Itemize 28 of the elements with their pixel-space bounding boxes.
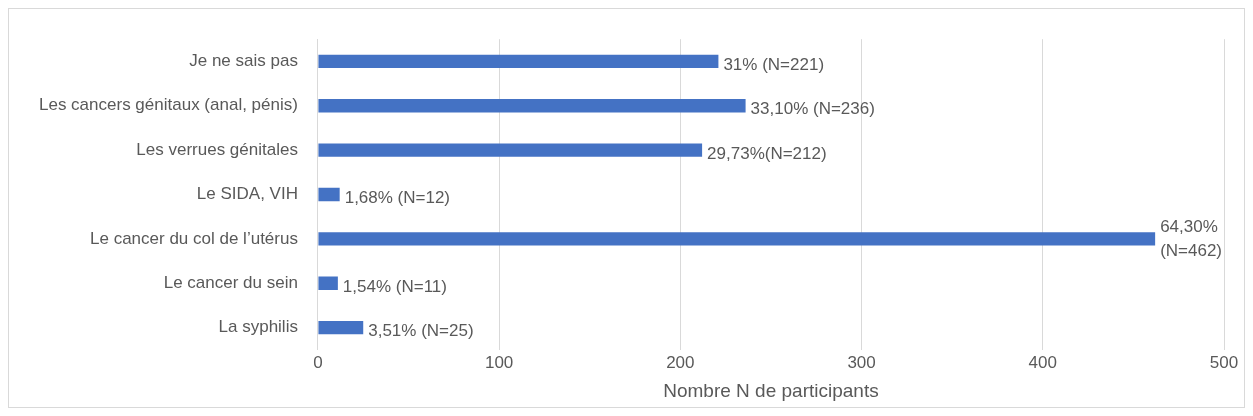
data-label: 64,30% (N=462) [1160,216,1223,260]
data-label: 3,51% (N=25) [368,321,474,341]
x-tick-label: 500 [1209,352,1239,372]
bar [318,320,364,335]
bar [318,187,340,202]
y-tick-label: Je ne sais pas [189,51,298,71]
bar [318,54,719,69]
y-tick-label: Le cancer du col de l’utérus [90,228,298,248]
y-tick-label: La syphilis [218,317,298,337]
x-tick-label: 100 [484,352,514,372]
data-label: 29,73%(N=212) [707,143,827,163]
data-label: 1,54% (N=11) [342,276,447,296]
x-tick-label: 400 [1028,352,1057,372]
bar [318,232,1156,246]
x-tick-label: 300 [847,352,876,372]
data-label: 1,68% (N=12) [344,188,451,208]
bar [318,276,338,290]
data-label: 33,10% (N=236) [750,99,875,119]
bar [318,99,746,113]
y-tick-label: Le cancer du sein [163,272,298,292]
x-axis-title: Nombre N de participants [663,379,879,401]
x-tick-label: 200 [666,352,695,372]
y-tick-label: Le SIDA, VIH [196,184,298,204]
data-label: 31% (N=221) [723,55,825,75]
y-tick-label: Les cancers génitaux (anal, pénis) [38,95,298,115]
bar [318,143,703,157]
y-tick-label: Les verrues génitales [136,139,298,159]
x-tick-label: 0 [313,352,323,372]
